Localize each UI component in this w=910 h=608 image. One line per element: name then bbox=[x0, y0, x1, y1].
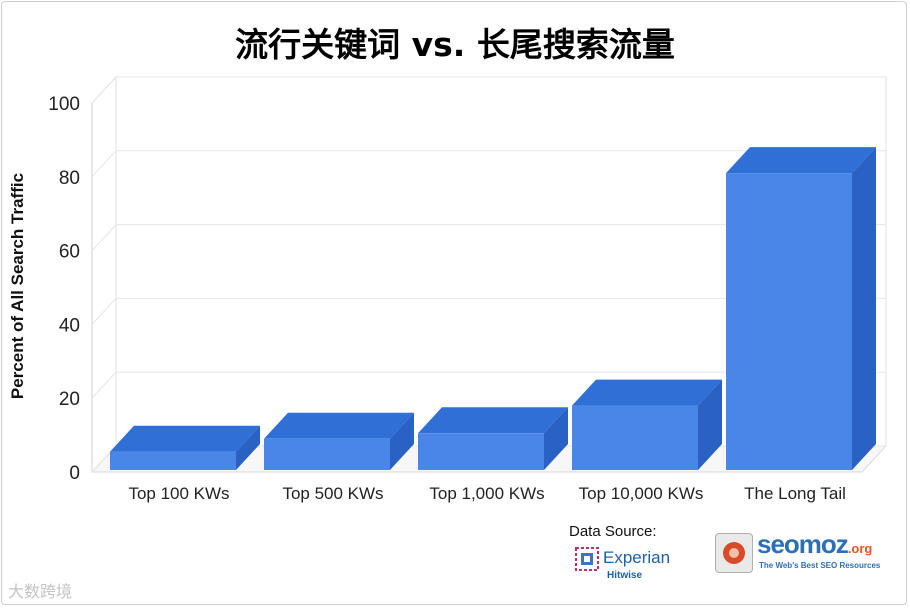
y-tick-label: 0 bbox=[69, 463, 80, 484]
bar bbox=[418, 433, 544, 470]
experian-subname: Hitwise bbox=[607, 570, 643, 581]
experian-mark-icon bbox=[575, 547, 599, 571]
gridline bbox=[91, 76, 886, 104]
x-tick-label: Top 500 KWs bbox=[282, 484, 383, 503]
bar-top bbox=[726, 147, 876, 174]
x-tick-label: The Long Tail bbox=[744, 484, 846, 503]
bar-side bbox=[698, 379, 722, 470]
y-tick-label: 80 bbox=[59, 168, 80, 189]
watermark: 大数跨境 bbox=[8, 582, 73, 601]
experian-logo: Experian Hitwise bbox=[575, 545, 685, 585]
seomoz-name: seomoz.org bbox=[757, 529, 873, 559]
x-tick-label: Top 10,000 KWs bbox=[579, 484, 704, 503]
bar bbox=[110, 451, 236, 470]
bar bbox=[572, 405, 698, 470]
x-tick-label: Top 1,000 KWs bbox=[429, 484, 544, 503]
gridline bbox=[91, 224, 886, 251]
y-tick-label: 60 bbox=[59, 242, 80, 263]
y-tick-label: 40 bbox=[59, 315, 80, 336]
bar-side bbox=[852, 147, 876, 471]
gridline bbox=[91, 371, 886, 399]
chart-title: 流行关键词 vs. 长尾搜索流量 bbox=[235, 25, 675, 64]
experian-name: Experian bbox=[603, 548, 671, 567]
bar bbox=[726, 173, 852, 471]
y-tick-label: 100 bbox=[48, 94, 80, 115]
bar-top bbox=[572, 379, 722, 406]
bar-top bbox=[110, 425, 260, 452]
bar-side bbox=[236, 425, 260, 470]
bar-side bbox=[390, 412, 414, 470]
data-source-label: Data Source: bbox=[569, 523, 657, 540]
bar bbox=[264, 438, 390, 470]
seomoz-logo: seomoz.org The Web's Best SEO Resources bbox=[715, 529, 895, 576]
bar-top bbox=[264, 412, 414, 439]
gridline bbox=[91, 150, 886, 178]
bar-side bbox=[544, 407, 568, 470]
x-tick-label: Top 100 KWs bbox=[128, 484, 229, 503]
seomoz-tagline: The Web's Best SEO Resources bbox=[759, 561, 881, 570]
gridline bbox=[91, 297, 886, 325]
y-tick-label: 20 bbox=[59, 389, 80, 410]
seomoz-badge-icon bbox=[715, 533, 753, 573]
bar-top bbox=[418, 407, 568, 434]
